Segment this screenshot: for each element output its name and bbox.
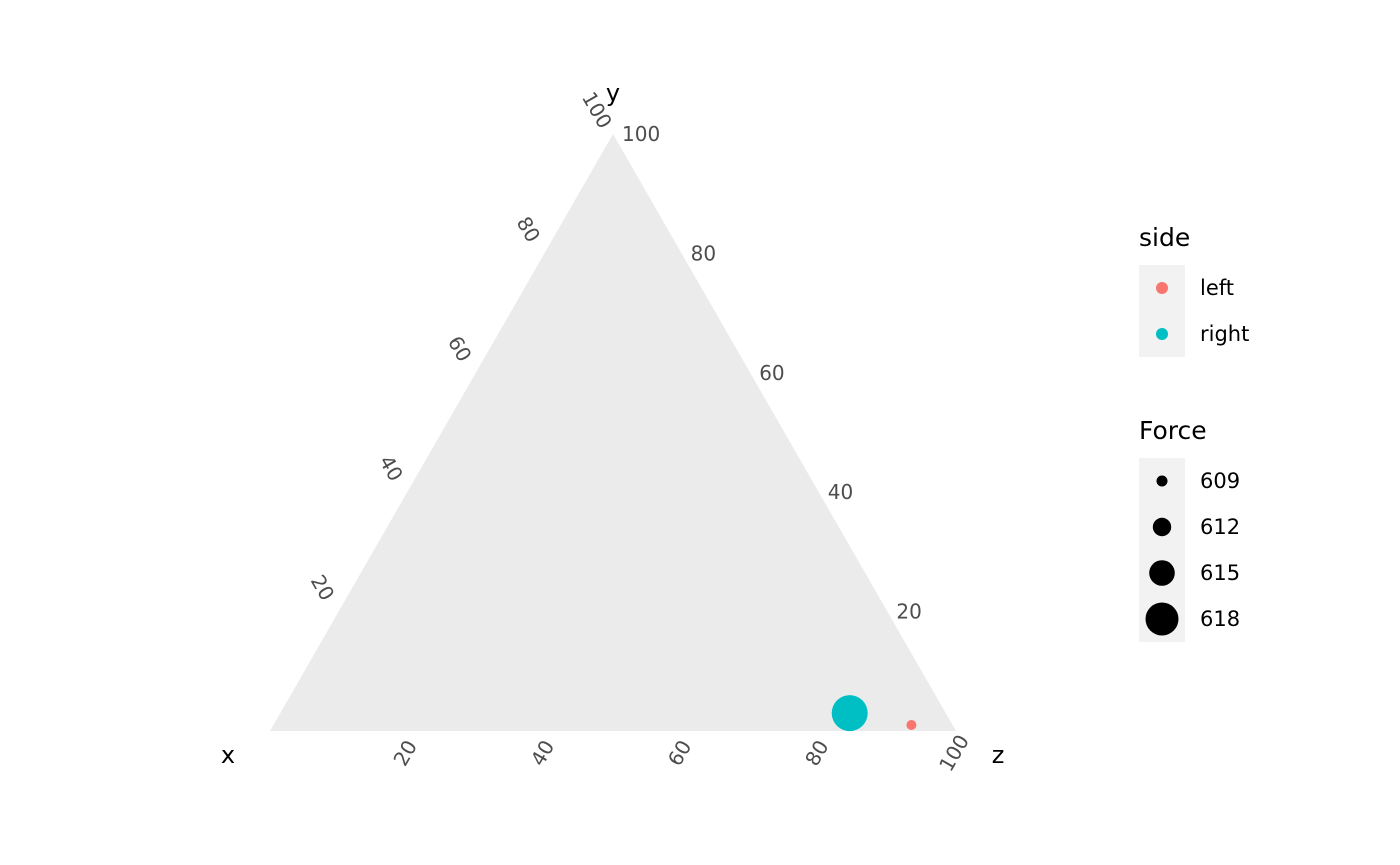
x-axis-ticks: 20 40 60 80 100: [388, 730, 973, 775]
data-point-right: [831, 695, 868, 732]
z-tick-label: 80: [512, 212, 546, 246]
legend-size-label: 618: [1200, 607, 1240, 631]
legend-label-right: right: [1200, 322, 1249, 346]
legend-key-left: [1156, 282, 1168, 294]
y-tick-label: 100: [622, 122, 660, 146]
ternary-panel: [270, 134, 956, 731]
z-axis-title: z: [992, 741, 1005, 769]
z-tick-label: 40: [374, 451, 408, 485]
data-points: [831, 695, 917, 732]
y-axis-title: y: [606, 79, 620, 107]
legend-size-key: [1149, 560, 1175, 586]
legend-size-label: 609: [1200, 469, 1240, 493]
x-tick-label: 60: [663, 736, 697, 770]
z-tick-label: 20: [306, 571, 340, 605]
y-axis-ticks: 20 40 60 80 100: [622, 122, 922, 624]
legend-side-key-background: [1139, 265, 1185, 357]
x-tick-label: 20: [388, 736, 422, 770]
legend-force: Force 609 612 615 618: [1139, 416, 1240, 642]
legend-size-label: 615: [1200, 561, 1240, 585]
y-tick-label: 80: [691, 241, 716, 265]
legend-force-title: Force: [1139, 416, 1207, 445]
legend-size-key: [1145, 602, 1179, 636]
x-tick-label: 40: [526, 736, 560, 770]
y-tick-label: 20: [896, 600, 921, 624]
x-tick-label: 100: [934, 730, 974, 775]
x-axis-title: x: [221, 741, 235, 769]
legend-side: side left right: [1139, 223, 1249, 357]
legend-side-title: side: [1139, 223, 1190, 252]
legend-size-key: [1152, 517, 1172, 537]
y-tick-label: 60: [759, 361, 784, 385]
y-tick-label: 40: [828, 480, 853, 504]
legend-size-key: [1156, 475, 1168, 487]
legend-key-right: [1156, 328, 1168, 340]
data-point-left: [906, 720, 917, 730]
x-tick-label: 80: [800, 736, 834, 770]
legend-size-label: 612: [1200, 515, 1240, 539]
legend-label-left: left: [1200, 276, 1234, 300]
z-tick-label: 60: [443, 332, 477, 366]
